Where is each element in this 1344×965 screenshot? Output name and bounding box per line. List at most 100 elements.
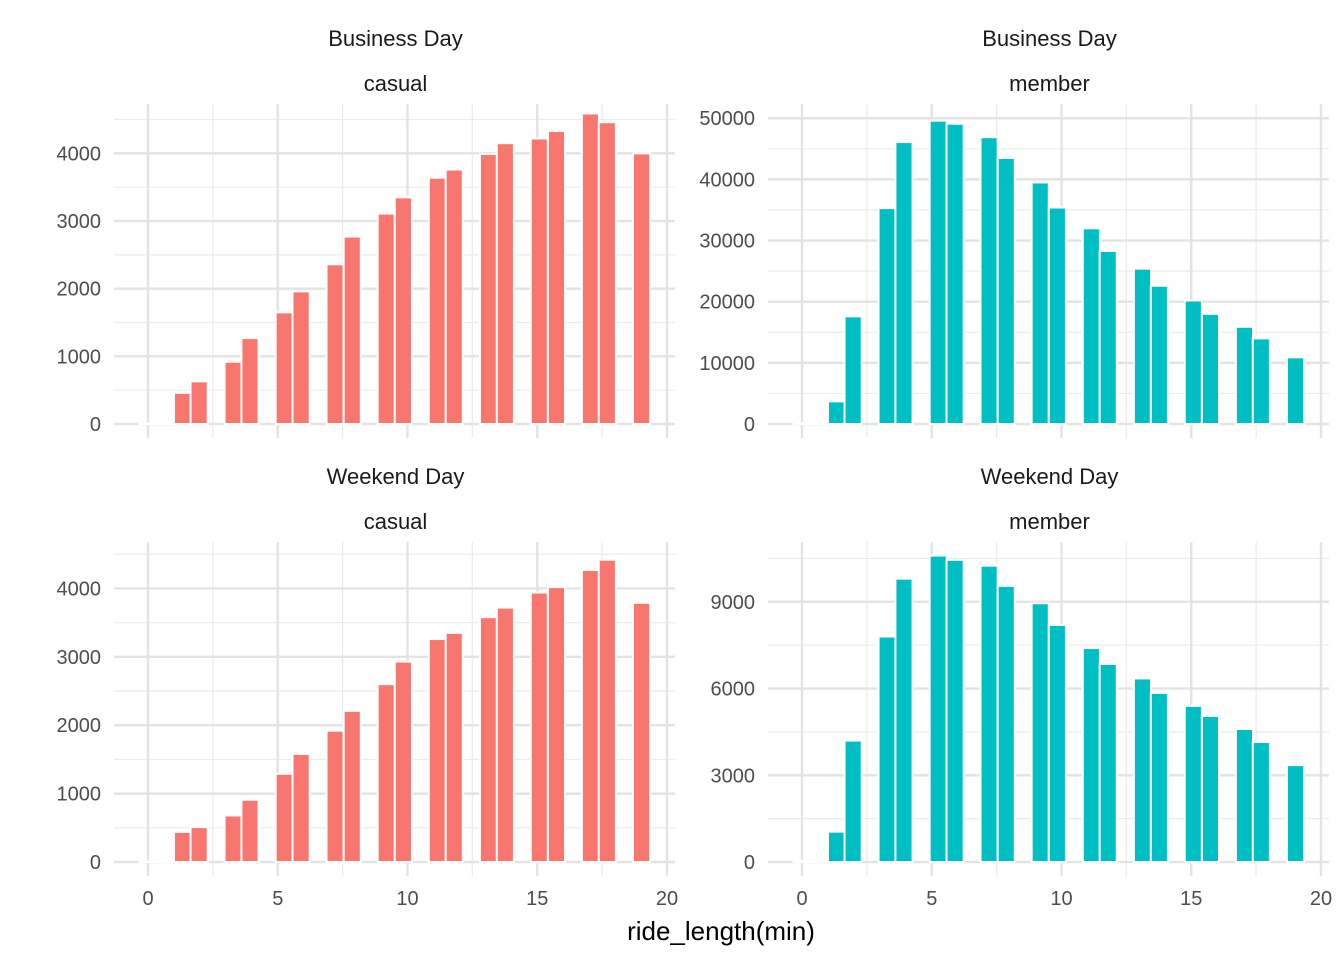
y-tick-label: 0 [90, 414, 101, 436]
histogram-bar [497, 608, 514, 862]
facet-strip-row-label: Business Day [982, 26, 1117, 51]
histogram-bar [811, 422, 828, 424]
y-tick-label: 3000 [57, 211, 102, 233]
x-tick-label: 10 [1050, 888, 1072, 910]
y-tick-label: 9000 [711, 592, 756, 614]
histogram-bar [930, 121, 947, 424]
histogram-bar [293, 754, 310, 862]
facet-panel: Weekend Day casual 0 1000 2000 3000 4000 0 5 10 15… [57, 464, 679, 910]
histogram-bar [793, 423, 810, 424]
histogram-bar [446, 633, 463, 862]
histogram-bar [1287, 357, 1304, 424]
histogram-bar [895, 142, 912, 424]
histogram-bar [241, 338, 258, 424]
histogram-bar [327, 731, 344, 862]
histogram-bar [225, 815, 242, 862]
x-tick-label: 0 [796, 888, 807, 910]
histogram-bar [1049, 208, 1066, 424]
facet-strip-col-label: member [1009, 71, 1090, 96]
histogram-bar [998, 586, 1015, 862]
histogram-bar [845, 741, 862, 862]
histogram-bar [548, 587, 565, 862]
histogram-bar [1151, 693, 1168, 862]
histogram-bar [191, 381, 208, 424]
y-tick-label: 3000 [711, 765, 756, 787]
histogram-bar [276, 312, 293, 424]
histogram-bar [497, 143, 514, 424]
facet-strip-row-label: Business Day [328, 26, 463, 51]
x-tick-label: 15 [526, 888, 548, 910]
histogram-bar [1253, 742, 1270, 862]
histogram-bar [981, 566, 998, 862]
x-tick-label: 0 [142, 888, 153, 910]
y-tick-label: 3000 [57, 647, 102, 669]
histogram-bar [446, 170, 463, 424]
y-tick-label: 1000 [57, 784, 102, 806]
histogram-bar [1236, 327, 1253, 424]
y-tick-label: 10000 [699, 353, 755, 375]
histogram-bar [1253, 338, 1270, 424]
histogram-bar [633, 153, 650, 424]
y-tick-label: 4000 [57, 578, 102, 600]
histogram-bar [548, 131, 565, 424]
histogram-bar [582, 113, 599, 424]
y-tick-label: 4000 [57, 143, 102, 165]
histogram-bar [480, 617, 497, 862]
x-tick-label: 15 [1180, 888, 1202, 910]
histogram-bar [947, 560, 964, 862]
x-tick-label: 20 [1310, 888, 1332, 910]
y-tick-label: 6000 [711, 679, 756, 701]
histogram-bar [981, 137, 998, 424]
histogram-bar [225, 362, 242, 424]
y-tick-label: 2000 [57, 279, 102, 301]
y-tick-label: 0 [90, 852, 101, 874]
facet-strip-row-label: Weekend Day [327, 464, 465, 489]
histogram-bar [1151, 286, 1168, 424]
histogram-bar [1083, 648, 1100, 862]
facet-strip-row-label: Weekend Day [981, 464, 1119, 489]
histogram-bar [599, 122, 616, 424]
y-tick-label: 0 [744, 414, 755, 436]
facet-panel: Business Daymember0100002000030000400005… [699, 26, 1329, 438]
histogram-bar [828, 401, 845, 424]
histogram-bar [1049, 625, 1066, 862]
histogram-bar [879, 208, 896, 424]
histogram-bar [845, 316, 862, 424]
x-tick-label: 5 [272, 888, 283, 910]
x-tick-label: 5 [926, 888, 937, 910]
histogram-bar [429, 639, 446, 862]
histogram-bar [599, 560, 616, 862]
histogram-bar [1202, 716, 1219, 862]
histogram-bar [1185, 300, 1202, 424]
histogram-bar [633, 603, 650, 862]
histogram-bar [241, 800, 258, 862]
x-tick-label: 10 [396, 888, 418, 910]
histogram-bar [1100, 664, 1117, 862]
histogram-bar [828, 832, 845, 862]
histogram-bar [174, 832, 191, 862]
histogram-bar [1032, 182, 1049, 424]
histogram-bar [793, 861, 810, 862]
histogram-bar [531, 138, 548, 424]
histogram-bar [1083, 228, 1100, 424]
facet-strip-col-label: casual [364, 71, 428, 96]
y-tick-label: 30000 [699, 231, 755, 253]
y-tick-label: 2000 [57, 715, 102, 737]
histogram-bar [1032, 603, 1049, 862]
histogram-bar [480, 154, 497, 424]
histogram-bar [378, 214, 395, 424]
facet-strip-col-label: casual [364, 509, 428, 534]
histogram-bar [174, 393, 191, 424]
histogram-bar [930, 556, 947, 862]
histogram-bar [947, 124, 964, 424]
histogram-bar [344, 237, 361, 424]
histogram-bar [811, 861, 828, 862]
histogram-bar [531, 593, 548, 862]
histogram-bar [1134, 269, 1151, 424]
histogram-bar [395, 197, 412, 424]
histogram-bar [895, 579, 912, 862]
